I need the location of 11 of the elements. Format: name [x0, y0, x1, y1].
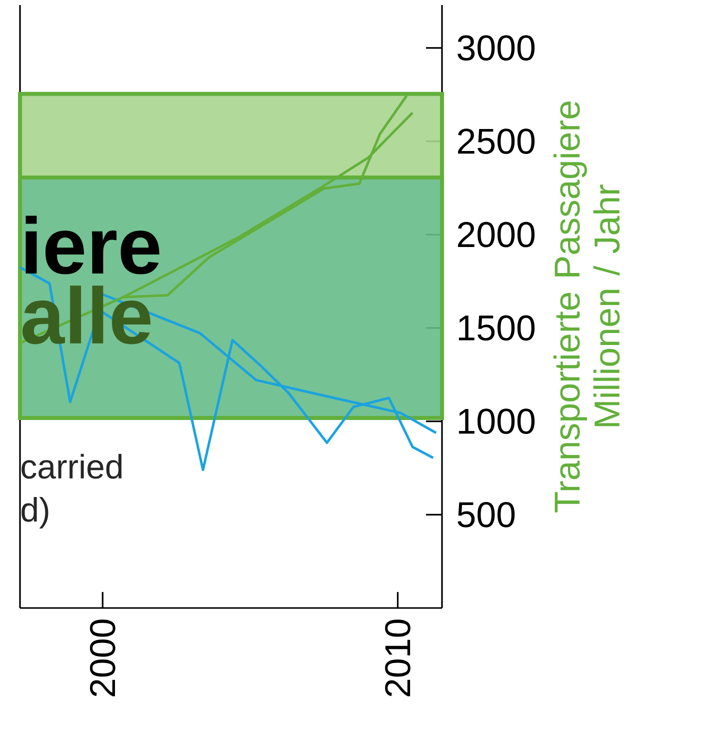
annotation: d) [22, 496, 48, 529]
y2-tick-label: 2000 [458, 222, 535, 248]
y2-tick-label: 1000 [458, 408, 535, 434]
y2-tick-label: 1500 [458, 315, 535, 341]
annotation: carried [22, 454, 122, 479]
y2-tick-label: 500 [458, 502, 515, 528]
y2-tick-label: 2500 [458, 128, 535, 154]
annotation: iere [26, 216, 160, 274]
x-tick-label: 2010 [385, 620, 410, 696]
y2-tick-label: 3000 [458, 35, 535, 61]
y2-axis-title: Transportierte Passagiere Millionen / Jahr [554, 102, 620, 512]
